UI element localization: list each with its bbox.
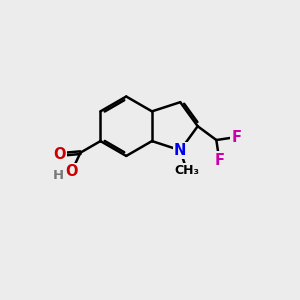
Text: F: F: [231, 130, 241, 145]
Text: O: O: [65, 164, 78, 179]
Text: H: H: [52, 169, 63, 182]
Text: N: N: [174, 143, 186, 158]
Text: CH₃: CH₃: [174, 164, 199, 177]
Text: O: O: [53, 147, 66, 162]
Text: F: F: [214, 152, 224, 167]
